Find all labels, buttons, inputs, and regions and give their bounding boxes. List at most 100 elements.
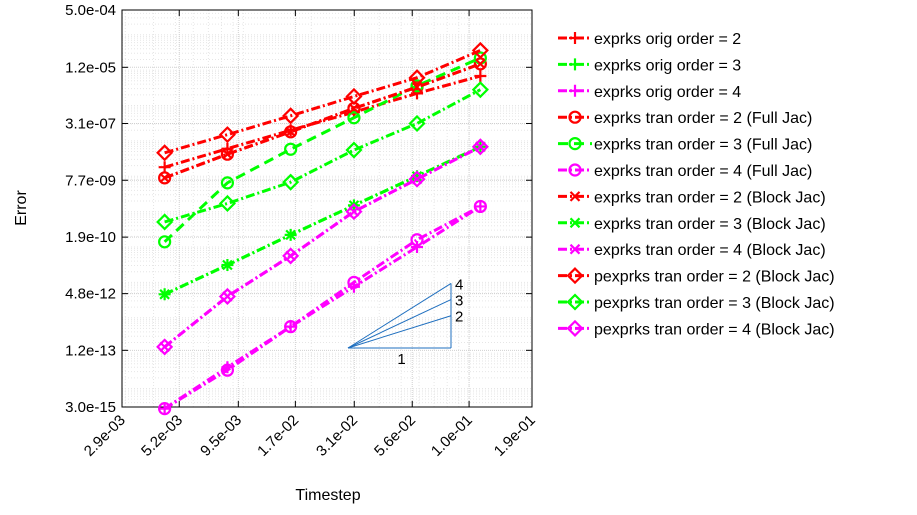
data-point (471, 81, 489, 99)
grid (121, 9, 533, 408)
slope-triangle-hypotenuse (347, 299, 452, 349)
legend-label: exprks tran order = 3 (Block Jac) (594, 216, 826, 233)
series-line (163, 205, 482, 410)
slope-triangle-run-label: 1 (397, 351, 405, 368)
data-point (220, 176, 235, 190)
x-axis-label: Timestep (295, 487, 360, 504)
legend-item: exprks tran order = 4 (Block Jac) (558, 242, 826, 259)
data-point (474, 200, 487, 213)
legend-item: exprks tran order = 3 (Full Jac) (558, 137, 812, 154)
series-11 (156, 81, 489, 231)
series-line (164, 145, 481, 296)
legend-label: exprks tran order = 3 (Full Jac) (594, 137, 812, 154)
y-tick-label: 1.2e-13 (65, 342, 116, 359)
legend-item: exprks orig order = 2 (558, 31, 741, 48)
legend-item: pexprks tran order = 3 (Block Jac) (558, 293, 835, 312)
data-point (347, 275, 361, 289)
series-10 (156, 41, 489, 162)
series-line (163, 145, 482, 349)
data-point (159, 172, 170, 184)
data-point (220, 147, 235, 161)
x-tick-label: 5.2e-03 (138, 412, 186, 460)
legend-marker (569, 243, 581, 255)
legend-item: exprks tran order = 2 (Full Jac) (558, 110, 812, 127)
series-line (164, 62, 481, 180)
data-point (282, 247, 300, 265)
legend-label: exprks orig order = 2 (594, 31, 741, 48)
legend-marker (569, 191, 581, 202)
slope-triangle-label-3: 3 (455, 293, 463, 310)
slope-triangle-hypotenuse (347, 315, 452, 349)
legend-marker (569, 84, 581, 97)
series-line (163, 145, 482, 349)
data-point (158, 161, 171, 174)
data-point (158, 402, 171, 415)
data-point (156, 338, 174, 356)
x-tick-label: 3.1e-02 (313, 412, 361, 460)
y-tick-label: 1.9e-10 (65, 229, 116, 246)
data-point (284, 125, 298, 139)
data-point (345, 87, 363, 106)
legend-item: exprks orig order = 3 (558, 57, 741, 74)
data-point (410, 233, 424, 247)
data-point (284, 320, 298, 334)
slope-triangle-hypotenuse (347, 283, 452, 349)
data-point (408, 170, 426, 188)
data-point (220, 363, 235, 377)
data-point (408, 69, 426, 87)
data-point (222, 259, 233, 271)
data-point (411, 240, 424, 253)
slope-triangle-label-2: 2 (455, 309, 463, 326)
data-point (159, 289, 170, 300)
data-point (471, 138, 489, 156)
legend-label: pexprks tran order = 3 (Block Jac) (594, 295, 835, 312)
data-point (411, 81, 423, 93)
series-group (156, 41, 489, 416)
data-point (474, 70, 487, 83)
data-point (347, 111, 361, 125)
x-tick-label: 1.7e-02 (254, 412, 302, 460)
series-6 (158, 199, 487, 416)
legend-label: exprks tran order = 2 (Full Jac) (594, 110, 812, 127)
data-point (475, 58, 486, 70)
series-line (164, 88, 482, 224)
y-tick-label: 5.0e-04 (65, 2, 116, 19)
y-axis-label: Error (13, 190, 30, 226)
data-point (473, 199, 487, 214)
legend-item: exprks tran order = 4 (Full Jac) (558, 163, 812, 180)
data-point (348, 103, 360, 114)
series-line (163, 205, 482, 410)
legend-label: exprks tran order = 4 (Full Jac) (594, 163, 812, 180)
legend-label: pexprks tran order = 4 (Block Jac) (594, 321, 835, 338)
legend-label: exprks orig order = 4 (594, 84, 741, 101)
series-12 (156, 138, 489, 356)
y-tick-label: 1.2e-05 (65, 59, 116, 76)
y-tick-label: 3.1e-07 (65, 115, 116, 132)
legend-label: exprks orig order = 3 (594, 57, 741, 74)
x-tick-label: 2.9e-03 (81, 412, 129, 460)
legend-item: pexprks tran order = 2 (Block Jac) (558, 267, 835, 286)
data-point (285, 126, 296, 138)
data-point (345, 141, 363, 159)
data-point (156, 213, 174, 231)
data-point (282, 107, 300, 125)
legend-item: exprks tran order = 3 (Block Jac) (558, 216, 826, 233)
data-point (218, 126, 236, 144)
legend-label: exprks tran order = 2 (Block Jac) (594, 189, 826, 206)
legend-item: exprks tran order = 2 (Block Jac) (558, 189, 826, 206)
legend-marker (566, 267, 584, 285)
data-point (282, 173, 300, 191)
data-point (218, 287, 236, 306)
data-point (284, 142, 298, 156)
y-tick-label: 3.0e-15 (65, 399, 116, 416)
legend-marker (566, 293, 584, 311)
legend-item: exprks orig order = 4 (558, 84, 741, 101)
data-point (345, 203, 363, 221)
data-point (156, 144, 174, 162)
plot-frame (121, 9, 533, 408)
legend-item: pexprks tran order = 4 (Block Jac) (558, 319, 835, 338)
legend-label: pexprks tran order = 2 (Block Jac) (594, 269, 835, 286)
x-tick-label: 1.0e-01 (428, 412, 476, 460)
data-point (284, 320, 297, 333)
x-tick-label: 5.6e-02 (371, 412, 419, 460)
